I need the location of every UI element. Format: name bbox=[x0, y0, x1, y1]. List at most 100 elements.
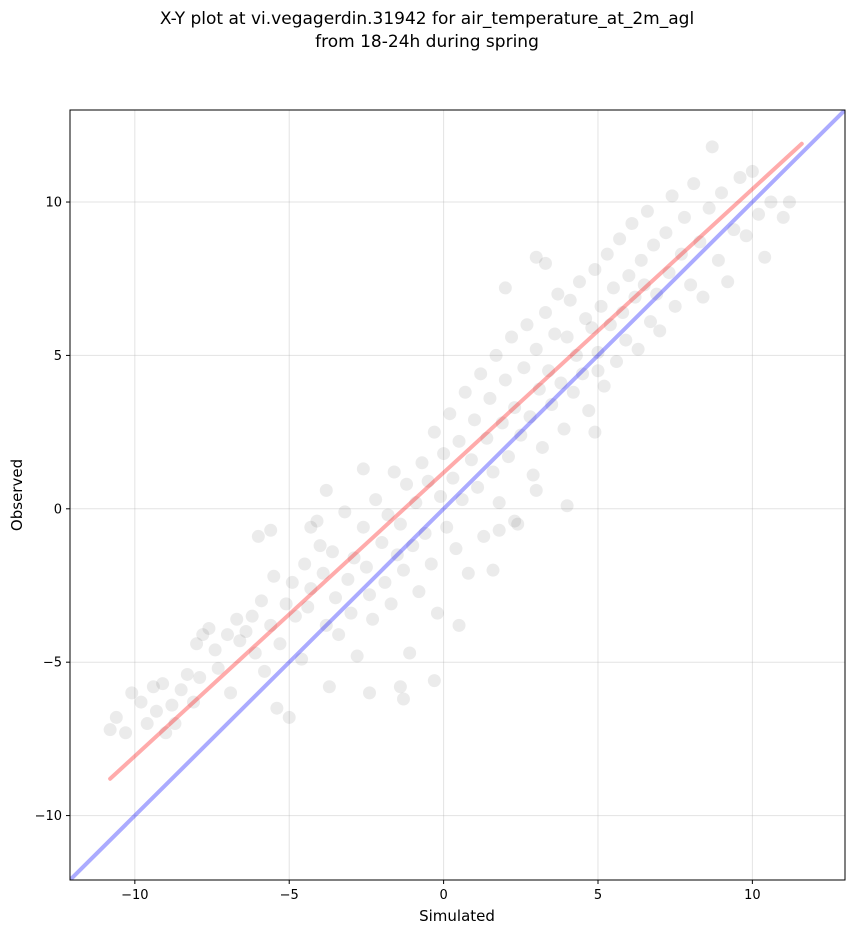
data-point bbox=[640, 204, 654, 218]
data-point bbox=[254, 594, 268, 608]
data-point bbox=[319, 618, 333, 632]
data-point bbox=[560, 499, 574, 513]
data-point bbox=[119, 726, 133, 740]
data-point bbox=[384, 597, 398, 611]
data-point bbox=[196, 628, 210, 642]
y-axis-label: Observed bbox=[8, 459, 26, 531]
data-point bbox=[338, 505, 352, 519]
data-point bbox=[301, 600, 315, 614]
data-point bbox=[103, 723, 117, 737]
data-point bbox=[603, 318, 617, 332]
data-point bbox=[628, 290, 642, 304]
data-point bbox=[461, 566, 475, 580]
data-point bbox=[538, 256, 552, 270]
x-tick-label: 0 bbox=[439, 888, 447, 903]
data-point bbox=[449, 542, 463, 556]
data-point bbox=[248, 646, 262, 660]
data-point bbox=[560, 330, 574, 344]
data-point bbox=[532, 382, 546, 396]
data-point bbox=[625, 217, 639, 231]
data-point bbox=[520, 318, 534, 332]
data-point bbox=[585, 321, 599, 335]
data-point bbox=[412, 585, 426, 599]
data-point bbox=[508, 514, 522, 528]
data-point bbox=[403, 646, 417, 660]
y-tick-label: 0 bbox=[54, 502, 62, 517]
data-point bbox=[572, 275, 586, 289]
y-tick-label: −5 bbox=[43, 656, 62, 671]
data-point bbox=[526, 468, 540, 482]
data-point bbox=[316, 566, 330, 580]
data-point bbox=[505, 330, 519, 344]
data-point bbox=[647, 238, 661, 252]
grid bbox=[70, 110, 845, 880]
data-point bbox=[696, 290, 710, 304]
data-point bbox=[245, 609, 259, 623]
data-point bbox=[705, 140, 719, 154]
data-point bbox=[109, 710, 123, 724]
data-point bbox=[745, 164, 759, 178]
data-point bbox=[687, 177, 701, 191]
data-point bbox=[467, 413, 481, 427]
data-point bbox=[569, 348, 583, 362]
data-point bbox=[146, 680, 160, 694]
data-point bbox=[369, 493, 383, 507]
y-tick-label: −10 bbox=[35, 809, 62, 824]
data-point bbox=[764, 195, 778, 209]
x-tick-label: −5 bbox=[280, 888, 299, 903]
data-point bbox=[634, 253, 648, 267]
chart-subtitle: from 18-24h during spring bbox=[315, 32, 539, 52]
data-point bbox=[437, 447, 451, 461]
data-point bbox=[332, 628, 346, 642]
data-point bbox=[239, 625, 253, 639]
data-point bbox=[498, 373, 512, 387]
data-point bbox=[455, 493, 469, 507]
data-point bbox=[329, 591, 343, 605]
data-point bbox=[529, 483, 543, 497]
data-point bbox=[341, 572, 355, 586]
data-point bbox=[202, 621, 216, 635]
data-point bbox=[134, 695, 148, 709]
data-point bbox=[168, 717, 182, 731]
data-point bbox=[576, 367, 590, 381]
data-point bbox=[483, 391, 497, 405]
data-point bbox=[498, 281, 512, 295]
data-point bbox=[325, 545, 339, 559]
data-point bbox=[220, 628, 234, 642]
data-point bbox=[721, 275, 735, 289]
data-point bbox=[782, 195, 796, 209]
identity-line bbox=[70, 110, 845, 880]
data-point bbox=[579, 312, 593, 326]
data-point bbox=[684, 278, 698, 292]
data-point bbox=[739, 229, 753, 243]
data-point bbox=[594, 299, 608, 313]
data-point bbox=[319, 483, 333, 497]
data-point bbox=[187, 695, 201, 709]
data-point bbox=[622, 269, 636, 283]
data-point bbox=[363, 588, 377, 602]
data-point bbox=[458, 385, 472, 399]
axis-ticks: −10 −5 0 5 10 −10 −5 0 5 10 bbox=[35, 196, 761, 903]
data-point bbox=[677, 210, 691, 224]
data-point bbox=[508, 401, 522, 415]
data-point bbox=[279, 597, 293, 611]
data-point bbox=[616, 305, 630, 319]
data-point bbox=[396, 563, 410, 577]
data-point bbox=[224, 686, 238, 700]
data-point bbox=[613, 232, 627, 246]
data-point bbox=[264, 523, 278, 537]
data-point bbox=[193, 671, 207, 685]
data-point bbox=[264, 618, 278, 632]
data-point bbox=[350, 649, 364, 663]
data-point bbox=[446, 471, 460, 485]
data-point bbox=[440, 520, 454, 534]
data-point bbox=[295, 652, 309, 666]
data-point bbox=[267, 569, 281, 583]
data-point bbox=[702, 201, 716, 215]
data-point bbox=[653, 324, 667, 338]
data-point bbox=[378, 575, 392, 589]
data-point bbox=[427, 425, 441, 439]
data-point bbox=[610, 355, 624, 369]
data-point bbox=[588, 263, 602, 277]
